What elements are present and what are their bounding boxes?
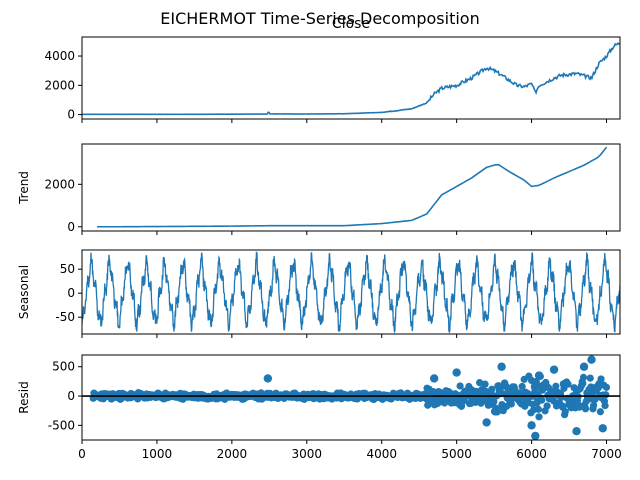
- y-tick-label: 0: [67, 389, 75, 403]
- plot-area-2: [96, 146, 608, 228]
- resid-point: [534, 405, 542, 413]
- y-tick-label: 0: [67, 220, 75, 234]
- x-tick-label: 4000: [366, 447, 397, 461]
- plot-area-1: [82, 41, 620, 116]
- resid-point: [579, 379, 587, 388]
- resid-point: [596, 408, 604, 416]
- x-tick-label: 2000: [217, 447, 248, 461]
- axes-frame-4: [81, 354, 621, 441]
- y-tick-label: 0: [67, 286, 75, 300]
- resid-point: [476, 379, 484, 387]
- plot-area-3: [82, 251, 620, 334]
- resid-point: [493, 408, 501, 416]
- resid-point: [538, 396, 546, 404]
- resid-point-outlier: [572, 427, 581, 436]
- x-tick-label: 1000: [142, 447, 173, 461]
- axes-frame-3: [81, 249, 621, 335]
- seasonal-series-line: [82, 251, 620, 334]
- panel-title: Close: [332, 16, 370, 32]
- plot-area-4: [82, 355, 620, 440]
- axes-frame-1: [81, 36, 621, 120]
- resid-point: [581, 405, 590, 413]
- resid-point: [482, 387, 490, 395]
- y-axis-label: Resid: [17, 381, 31, 413]
- resid-point: [597, 375, 605, 383]
- panel-2: 0 2000 Trend: [17, 143, 621, 235]
- resid-point: [518, 382, 526, 391]
- resid-point-outlier: [531, 431, 540, 440]
- resid-point-outlier: [482, 418, 491, 427]
- x-tick-label: 6000: [516, 447, 547, 461]
- resid-point: [507, 400, 515, 408]
- y-axis-label: Seasonal: [17, 265, 31, 319]
- resid-point: [488, 385, 496, 393]
- resid-point: [590, 401, 598, 409]
- trend-series-line: [96, 146, 608, 228]
- y-tick-label: 0: [67, 108, 75, 122]
- resid-point-outlier: [549, 365, 559, 374]
- resid-point: [564, 380, 572, 388]
- x-tick-label: 5000: [441, 447, 472, 461]
- resid-point: [532, 377, 540, 386]
- resid-point-outlier: [534, 371, 544, 380]
- panel-3: -50 0 50 Seasonal: [17, 249, 621, 338]
- x-tick-label: 0: [78, 447, 86, 461]
- y-tick-label: -500: [48, 418, 75, 432]
- y-tick-label: 4000: [44, 49, 75, 63]
- resid-point: [456, 382, 464, 390]
- axes-frame-2: [81, 143, 621, 232]
- resid-point-outlier: [429, 374, 439, 383]
- resid-point: [601, 402, 609, 410]
- resid-point-outlier: [579, 362, 589, 371]
- resid-point: [591, 395, 599, 404]
- y-axis-label: Trend: [17, 171, 31, 205]
- resid-point-outlier: [527, 421, 536, 430]
- resid-point-outlier: [587, 355, 596, 364]
- resid-point-outlier: [452, 368, 461, 377]
- resid-point-outlier: [598, 424, 607, 433]
- resid-point: [561, 407, 569, 416]
- resid-point-outlier: [497, 362, 506, 371]
- resid-point: [535, 413, 543, 421]
- y-tick-label: -50: [55, 310, 75, 324]
- resid-point: [602, 391, 610, 399]
- close-series-line: [82, 41, 620, 116]
- panel-1: 0 2000 4000 Close: [44, 16, 621, 123]
- x-tick-label: 3000: [292, 447, 323, 461]
- y-tick-label: 50: [60, 262, 75, 276]
- resid-point-outlier: [263, 374, 273, 383]
- resid-point: [552, 382, 560, 390]
- y-tick-label: 2000: [44, 78, 75, 92]
- resid-point: [586, 374, 594, 382]
- resid-point: [579, 373, 588, 381]
- figure-title: EICHERMOT Time-Series Decomposition: [160, 9, 479, 28]
- y-tick-label: 500: [52, 360, 75, 374]
- resid-point: [490, 398, 498, 406]
- resid-point: [557, 393, 565, 402]
- resid-point: [481, 380, 489, 388]
- resid-point: [543, 402, 551, 410]
- resid-point: [602, 383, 611, 391]
- x-tick-label: 7000: [591, 447, 622, 461]
- y-tick-label: 2000: [44, 177, 75, 191]
